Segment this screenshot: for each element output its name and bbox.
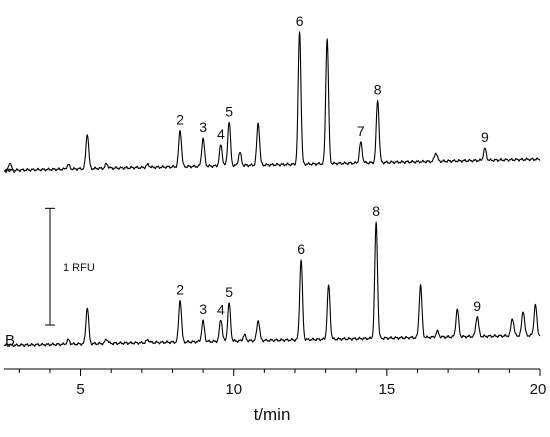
trace-label-b: B xyxy=(5,332,15,349)
scale-bar: 1 RFU xyxy=(45,207,95,326)
peak-label-b-4: 4 xyxy=(217,301,225,317)
x-tick-label: 5 xyxy=(76,381,84,398)
peak-label-b-2: 2 xyxy=(176,282,184,298)
scale-bar-label: 1 RFU xyxy=(63,262,95,274)
peak-label-a-5: 5 xyxy=(225,103,233,119)
x-tick-label: 10 xyxy=(225,381,242,398)
x-tick-label: 15 xyxy=(379,381,396,398)
x-axis-title: t/min xyxy=(254,405,291,424)
peak-label-b-3: 3 xyxy=(199,301,207,317)
peak-label-a-6: 6 xyxy=(296,13,304,29)
peak-label-a-3: 3 xyxy=(199,119,207,135)
x-ticks: 5 10 15 20 xyxy=(18,369,547,398)
trace-label-a: A xyxy=(5,160,15,177)
peak-label-a-9: 9 xyxy=(481,129,489,145)
peak-label-b-5: 5 xyxy=(225,284,233,300)
x-tick-label: 20 xyxy=(530,381,547,398)
x-axis: 5 10 15 20 t/min xyxy=(4,368,547,424)
chromatogram-traces xyxy=(3,31,541,348)
peak-label-b-6: 6 xyxy=(297,241,305,257)
peak-label-b-9: 9 xyxy=(473,298,481,314)
peak-label-a-4: 4 xyxy=(217,126,225,142)
trace-b xyxy=(3,221,541,348)
peak-label-a-8: 8 xyxy=(374,82,382,98)
peak-label-a-2: 2 xyxy=(176,112,184,128)
trace-a xyxy=(3,31,541,173)
peak-label-a-7: 7 xyxy=(357,123,365,139)
peak-label-b-8: 8 xyxy=(372,203,380,219)
